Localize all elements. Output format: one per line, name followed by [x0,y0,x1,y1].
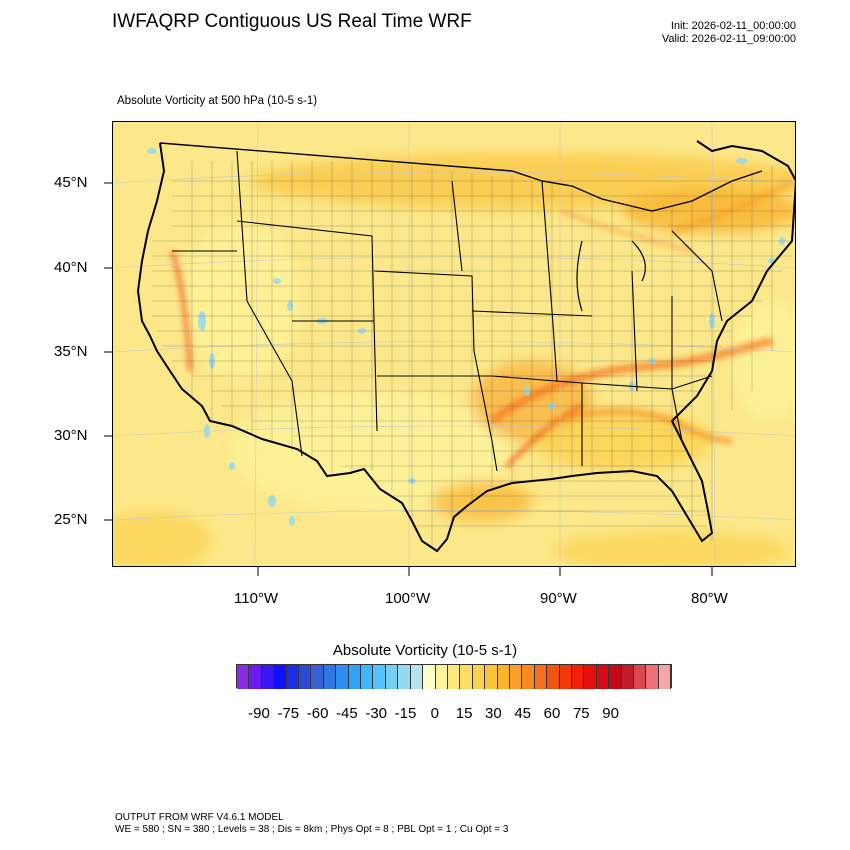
graticule [112,121,796,567]
county-borders [152,161,792,546]
colorbar-swatch [634,665,647,689]
colorbar-swatch [447,665,461,689]
colorbar-swatch [571,665,585,689]
colorbar-swatch [385,665,399,689]
lat-label-35: 35°N [54,343,88,360]
colorbar-swatch [423,665,436,689]
colorbar-swatch [311,665,324,689]
colorbar-swatch [410,665,424,689]
colorbar-tick-label: 15 [455,705,473,722]
colorbar-swatch [596,665,610,689]
lon-label-110w: 110°W [234,590,279,607]
lat-label-25: 25°N [54,511,88,528]
colorbar-swatch [658,665,672,689]
vorticity-map [112,121,796,567]
colorbar-swatch [435,665,448,689]
colorbar-swatch [261,665,275,689]
colorbar-swatch [323,665,337,689]
colorbar-swatch [584,665,597,689]
valid-time: Valid: 2026-02-11_09:00:00 [661,33,796,45]
colorbar-tick-label: -90 [248,705,270,722]
colorbar-swatch [336,665,349,689]
init-time: Init: 2026-02-11_00:00:00 [670,20,796,32]
field-subtitle: Absolute Vorticity at 500 hPa (10-5 s-1) [117,95,318,107]
lat-label-45: 45°N [54,174,88,191]
colorbar-swatch [274,665,287,689]
colorbar-tick-label: 45 [514,705,532,722]
colorbar-tick-label: 60 [543,705,561,722]
colorbar-title: Absolute Vorticity (10-5 s-1) [332,642,518,659]
colorbar-tick-label: 0 [430,705,439,722]
colorbar-swatch [497,665,510,689]
colorbar-swatch [522,665,535,689]
colorbar-tick-label: -75 [277,705,300,722]
colorbar-swatch [398,665,411,689]
colorbar-swatch [609,665,622,689]
colorbar-swatch [547,665,560,689]
lat-label-40: 40°N [54,259,88,276]
colorbar-swatch [559,665,572,689]
colorbar-swatch [472,665,486,689]
time-info: Init: 2026-02-11_00:00:00 Valid: 2026-02… [662,20,796,46]
colorbar-swatch [249,665,262,689]
colorbar-tick-label: 30 [485,705,502,722]
colorbar-tick-label: -30 [365,705,388,722]
colorbar-swatch [299,665,312,689]
footer-line-1: OUTPUT FROM WRF V4.6.1 MODEL [115,812,284,823]
colorbar-tick-label: 75 [572,705,590,722]
colorbar-labels: -90 -75 -60 -45 -30 -15 0 15 30 45 60 75 90 [236,705,672,725]
colorbar [236,664,672,689]
plot-title: IWFAQRP Contiguous US Real Time WRF [112,11,472,32]
lon-label-80w: 80°W [691,590,728,607]
colorbar-tick-label: -15 [394,705,417,722]
lat-label-30: 30°N [54,427,88,444]
colorbar-swatch [237,665,250,689]
colorbar-swatch [509,665,523,689]
colorbar-swatch [373,665,386,689]
colorbar-swatch [348,665,362,689]
colorbar-swatch [534,665,548,689]
lon-label-90w: 90°W [540,590,577,607]
footer-line-2: WE = 580 ; SN = 380 ; Levels = 38 ; Dis … [115,824,509,835]
map-frame [112,121,796,567]
colorbar-swatch [646,665,659,689]
model-footer: OUTPUT FROM WRF V4.6.1 MODEL WE = 580 ; … [115,812,508,836]
colorbar-swatch [485,665,498,689]
colorbar-swatch [361,665,374,689]
colorbar-swatch [286,665,300,689]
colorbar-tick-label: -60 [306,705,329,722]
colorbar-tick-label: -45 [336,705,358,722]
colorbar-swatch [460,665,473,689]
colorbar-tick-label: 90 [602,705,619,722]
lon-label-100w: 100°W [385,590,431,607]
colorbar-swatch [621,665,634,689]
